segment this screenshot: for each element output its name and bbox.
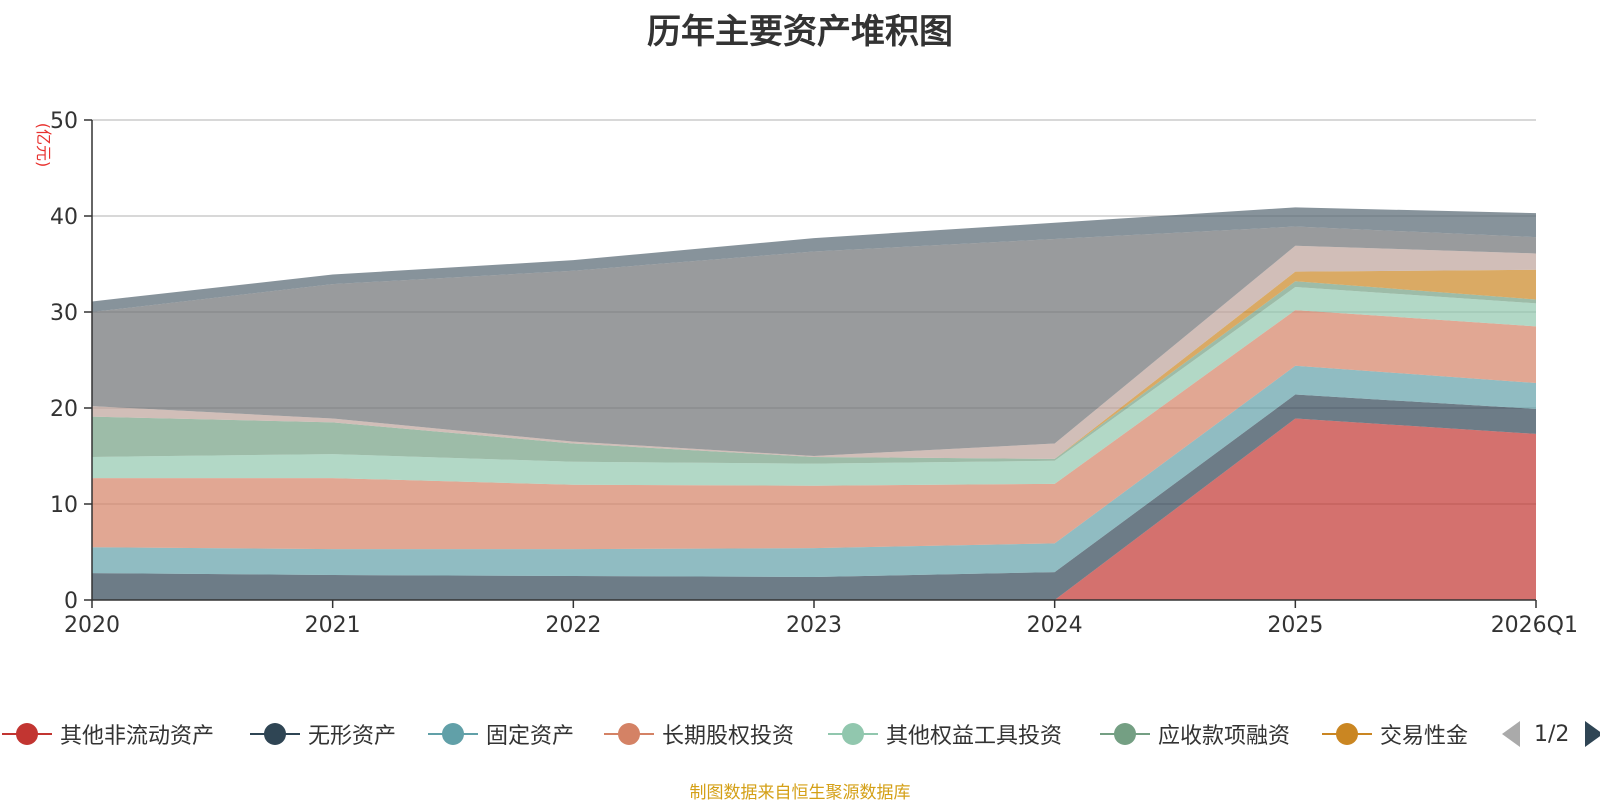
y-axis-unit-label: (亿元) [34, 123, 53, 168]
legend-symbol [1322, 722, 1372, 746]
area-series-7 [92, 245, 1536, 459]
legend-dot-icon [16, 723, 38, 745]
pager-prev-icon[interactable] [1502, 721, 1520, 747]
x-tick-label: 2020 [64, 613, 120, 638]
legend-item-intangible-assets[interactable]: 无形资产 [250, 714, 396, 754]
legend-symbol [2, 722, 52, 746]
legend-symbol [828, 722, 878, 746]
x-tick-label: 2024 [1027, 613, 1083, 638]
y-tick-label: 40 [50, 205, 78, 230]
pager-next-icon[interactable] [1585, 721, 1600, 747]
legend-item-fixed-assets[interactable]: 固定资产 [428, 714, 574, 754]
area-series-4 [92, 287, 1536, 486]
legend-label: 其他非流动资产 [60, 724, 215, 749]
area-series-9 [92, 207, 1536, 312]
legend-item-other-noncurrent-assets[interactable]: 其他非流动资产 [2, 714, 214, 754]
y-tick-label: 10 [50, 493, 78, 518]
legend-label: 应收款项融资 [1158, 724, 1291, 749]
x-tick-label: 2023 [786, 613, 842, 638]
x-tick-label: 2026Q1 [1491, 613, 1578, 638]
legend: 其他非流动资产 无形资产 固定资产 长期股权投资 其他权益工具投资 应收款项融资 [0, 714, 1600, 754]
area-series-0 [92, 418, 1536, 600]
legend-label: 固定资产 [486, 724, 575, 749]
area-series-2 [92, 365, 1536, 577]
legend-symbol [428, 722, 478, 746]
legend-pager: 1/2 [1502, 714, 1600, 754]
y-tick-label: 30 [50, 301, 78, 326]
x-tick-label: 2022 [545, 613, 601, 638]
legend-symbol [604, 722, 654, 746]
legend-dot-icon [264, 723, 286, 745]
x-tick-label: 2021 [305, 613, 361, 638]
legend-item-trading-financial-assets[interactable]: 交易性金 [1322, 714, 1468, 754]
legend-symbol [250, 722, 300, 746]
chart-title: 历年主要资产堆积图 [647, 12, 953, 52]
legend-item-other-equity-instruments[interactable]: 其他权益工具投资 [828, 714, 1062, 754]
data-source-note: 制图数据来自恒生聚源数据库 [689, 783, 911, 803]
legend-dot-icon [1336, 723, 1358, 745]
legend-item-long-term-equity-investment[interactable]: 长期股权投资 [604, 714, 794, 754]
area-series-8 [92, 226, 1536, 456]
legend-dot-icon [1114, 723, 1136, 745]
y-tick-label: 0 [64, 589, 78, 614]
area-series-1 [92, 394, 1536, 600]
legend-label: 交易性金 [1380, 724, 1469, 749]
area-series-3 [92, 310, 1536, 550]
legend-label: 长期股权投资 [662, 724, 795, 749]
axes: 0 10 20 30 40 50 2020 2021 2022 2023 2024 2025 2026Q… [50, 109, 1578, 638]
legend-dot-icon [442, 723, 464, 745]
legend-dot-icon [618, 723, 640, 745]
y-tick-label: 20 [50, 397, 78, 422]
area-series [92, 207, 1536, 600]
area-series-5 [92, 281, 1536, 464]
legend-item-receivables-financing[interactable]: 应收款项融资 [1100, 714, 1290, 754]
pager-page-indicator: 1/2 [1534, 721, 1570, 747]
legend-symbol [1100, 722, 1150, 746]
legend-label: 其他权益工具投资 [886, 724, 1063, 749]
legend-dot-icon [842, 723, 864, 745]
legend-label: 无形资产 [308, 724, 397, 749]
x-tick-label: 2025 [1267, 613, 1323, 638]
y-tick-label: 50 [50, 109, 78, 134]
